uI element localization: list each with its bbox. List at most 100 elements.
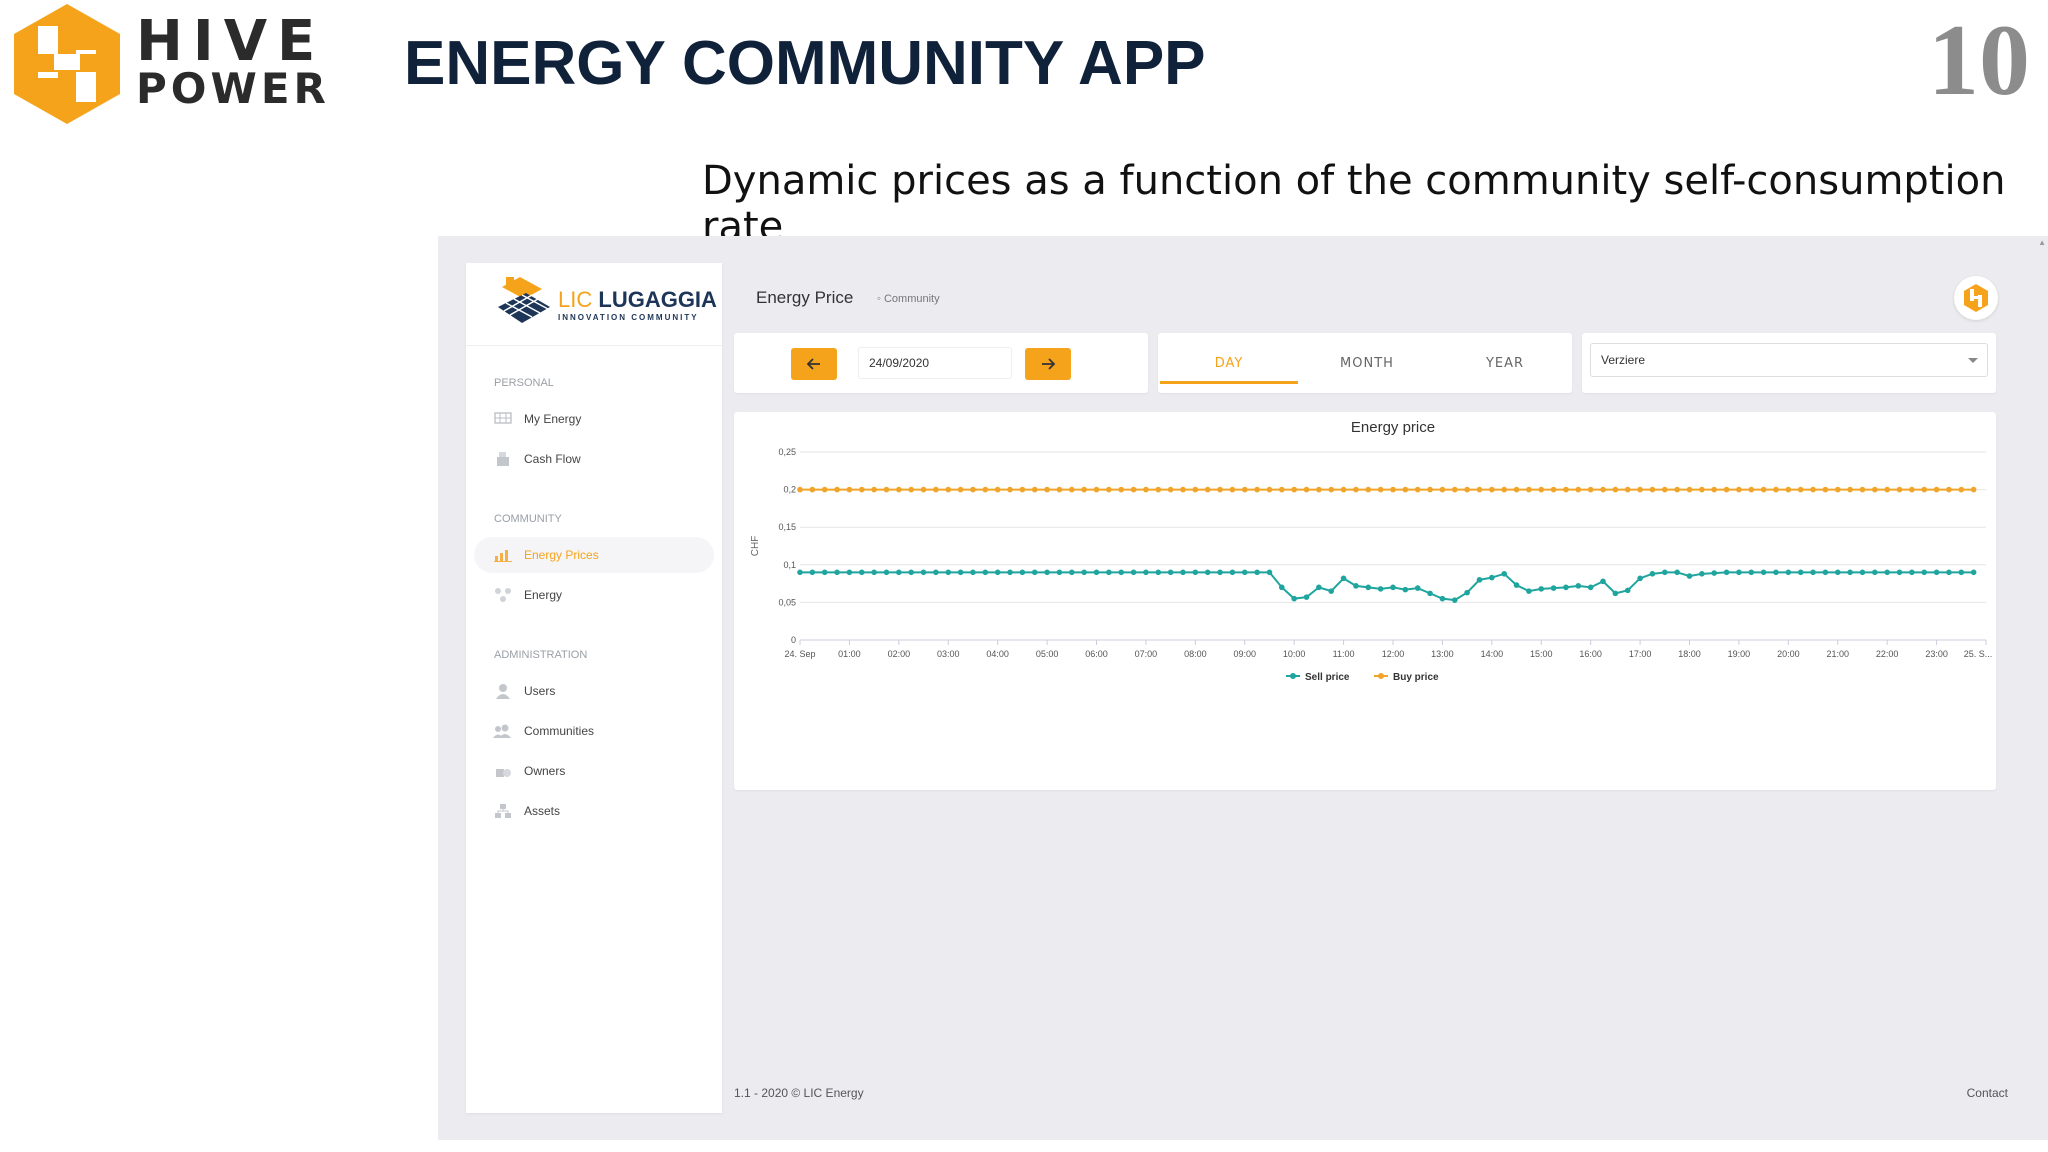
data-point [1118, 569, 1125, 576]
data-point [1736, 569, 1742, 576]
data-point [1834, 569, 1841, 576]
data-point [1661, 569, 1668, 576]
data-point [1427, 486, 1433, 493]
x-tick-label: 15:00 [1530, 649, 1553, 659]
data-point [1872, 569, 1878, 576]
data-point [1711, 570, 1718, 576]
sidebar-item-label: Owners [524, 764, 566, 778]
brand-name: LIC LUGAGGIA [558, 287, 717, 313]
sidebar-item-cash-flow[interactable]: Cash Flow [474, 441, 714, 477]
x-tick-label: 05:00 [1036, 649, 1059, 659]
x-tick-label: 13:00 [1431, 649, 1454, 659]
data-point [1686, 486, 1693, 493]
data-point [1291, 486, 1297, 493]
data-point [858, 569, 865, 576]
data-point [1550, 486, 1557, 493]
arrow-left-icon [806, 358, 820, 370]
breadcrumb[interactable]: ◦ Community [877, 293, 940, 305]
previous-date-button[interactable] [791, 348, 837, 380]
data-point [1476, 486, 1483, 493]
x-tick-label: 10:00 [1283, 649, 1306, 659]
x-tick-label: 03:00 [937, 649, 960, 659]
data-point [1106, 486, 1112, 493]
data-point [1612, 590, 1619, 597]
footer-contact-link[interactable]: Contact [1966, 1086, 2008, 1100]
data-point [994, 486, 1001, 493]
data-point [1402, 486, 1409, 493]
data-point [871, 486, 877, 493]
data-point [1180, 486, 1186, 493]
date-input[interactable]: 24/09/2020 [858, 347, 1012, 379]
data-point [1587, 584, 1594, 591]
tab-month[interactable]: MONTH [1340, 356, 1394, 371]
data-point [908, 569, 914, 576]
data-point [1402, 586, 1409, 593]
data-point [970, 569, 976, 576]
tab-day[interactable]: DAY [1160, 347, 1298, 384]
data-point [1847, 569, 1853, 576]
brand[interactable]: LIC LUGAGGIA INNOVATION COMMUNITY [466, 263, 722, 346]
sidebar-item-communities[interactable]: Communities [474, 713, 714, 749]
data-point [1093, 486, 1100, 493]
chart-title: Energy price [1351, 419, 1435, 436]
data-point [957, 486, 964, 493]
data-point [1810, 569, 1816, 576]
sidebar-item-my-energy[interactable]: My Energy [474, 401, 714, 437]
scroll-up-icon[interactable]: ▲ [2038, 238, 2046, 247]
data-point [1044, 569, 1050, 576]
sidebar-item-energy[interactable]: Energy [474, 577, 714, 613]
data-point [1279, 584, 1285, 591]
data-point [1711, 486, 1718, 493]
data-point [1056, 569, 1063, 576]
x-tick-label: 01:00 [838, 649, 861, 659]
legend-label: Sell price [1305, 672, 1350, 683]
sidebar-item-energy-prices[interactable]: Energy Prices [474, 537, 714, 573]
sidebar-item-label: Communities [524, 724, 595, 738]
data-point [1736, 486, 1742, 493]
data-point [1785, 569, 1792, 576]
data-point [1785, 486, 1792, 493]
series-line-sell-price [800, 571, 1974, 602]
sidebar-item-users[interactable]: Users [474, 673, 714, 709]
data-point [1118, 486, 1125, 493]
data-point [1254, 486, 1260, 493]
next-date-button[interactable] [1025, 348, 1071, 380]
site-select[interactable]: Verziere [1590, 343, 1988, 377]
data-point [933, 569, 939, 576]
site-select-value: Verziere [1601, 353, 1646, 367]
data-point [1414, 585, 1421, 591]
data-point [1316, 584, 1322, 591]
data-point [1958, 569, 1965, 576]
data-point [1859, 569, 1866, 576]
period-tabs: DAY MONTH YEAR [1158, 333, 1572, 393]
data-point [1699, 571, 1705, 577]
data-point [1970, 569, 1977, 576]
y-tick-label: 0,05 [778, 597, 796, 607]
data-point [1760, 569, 1767, 576]
x-tick-label: 07:00 [1135, 649, 1158, 659]
data-point [1081, 569, 1087, 576]
data-point [797, 486, 803, 493]
sidebar-item-label: Energy Prices [524, 548, 599, 562]
data-point [1637, 575, 1643, 582]
tab-year[interactable]: YEAR [1485, 356, 1525, 371]
data-point [1427, 590, 1433, 597]
data-point [1019, 569, 1026, 576]
data-point [1476, 577, 1483, 583]
sidebar-item-owners[interactable]: Owners [474, 753, 714, 789]
data-point [1439, 486, 1446, 493]
sidebar-item-assets[interactable]: Assets [474, 793, 714, 829]
data-point [1390, 584, 1396, 591]
data-point [1266, 486, 1273, 493]
hive-avatar[interactable] [1954, 276, 1998, 320]
data-point [945, 569, 952, 576]
data-point [1661, 486, 1668, 493]
x-tick-label: 25. S... [1964, 649, 1993, 659]
data-point [896, 486, 902, 493]
y-tick-label: 0 [791, 635, 796, 645]
data-point [1946, 569, 1952, 576]
data-point [1130, 569, 1137, 576]
data-point [1451, 597, 1458, 603]
data-point [1847, 486, 1853, 493]
data-point [1909, 569, 1915, 576]
